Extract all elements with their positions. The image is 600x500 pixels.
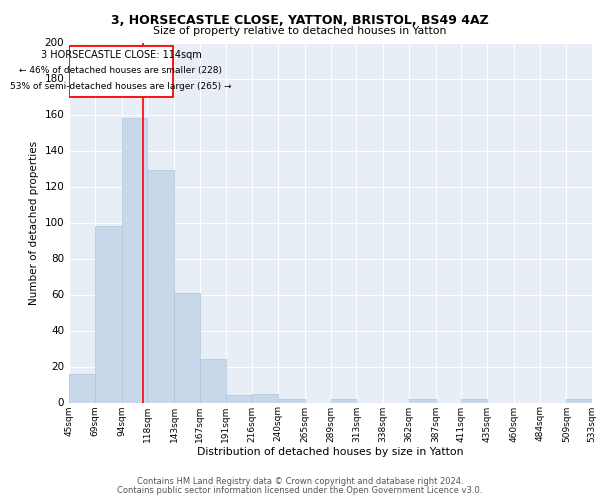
FancyBboxPatch shape — [69, 46, 173, 96]
Text: Contains public sector information licensed under the Open Government Licence v3: Contains public sector information licen… — [118, 486, 482, 495]
Bar — [147, 170, 174, 402]
Y-axis label: Number of detached properties: Number of detached properties — [29, 140, 39, 304]
Text: Contains HM Land Registry data © Crown copyright and database right 2024.: Contains HM Land Registry data © Crown c… — [137, 477, 463, 486]
Text: Size of property relative to detached houses in Yatton: Size of property relative to detached ho… — [154, 26, 446, 36]
Bar — [200, 360, 226, 403]
Bar — [409, 399, 436, 402]
Text: 3, HORSECASTLE CLOSE, YATTON, BRISTOL, BS49 4AZ: 3, HORSECASTLE CLOSE, YATTON, BRISTOL, B… — [111, 14, 489, 27]
Bar — [566, 399, 592, 402]
Bar — [253, 394, 278, 402]
Text: 53% of semi-detached houses are larger (265) →: 53% of semi-detached houses are larger (… — [10, 82, 232, 91]
Bar — [226, 396, 253, 402]
Bar — [69, 374, 95, 402]
Bar — [122, 118, 147, 403]
Bar — [95, 226, 122, 402]
Bar — [174, 292, 200, 403]
Bar — [331, 399, 356, 402]
Bar — [278, 399, 305, 402]
Bar — [461, 399, 487, 402]
Text: ← 46% of detached houses are smaller (228): ← 46% of detached houses are smaller (22… — [19, 66, 223, 75]
X-axis label: Distribution of detached houses by size in Yatton: Distribution of detached houses by size … — [197, 447, 464, 457]
Text: 3 HORSECASTLE CLOSE: 114sqm: 3 HORSECASTLE CLOSE: 114sqm — [41, 50, 202, 59]
